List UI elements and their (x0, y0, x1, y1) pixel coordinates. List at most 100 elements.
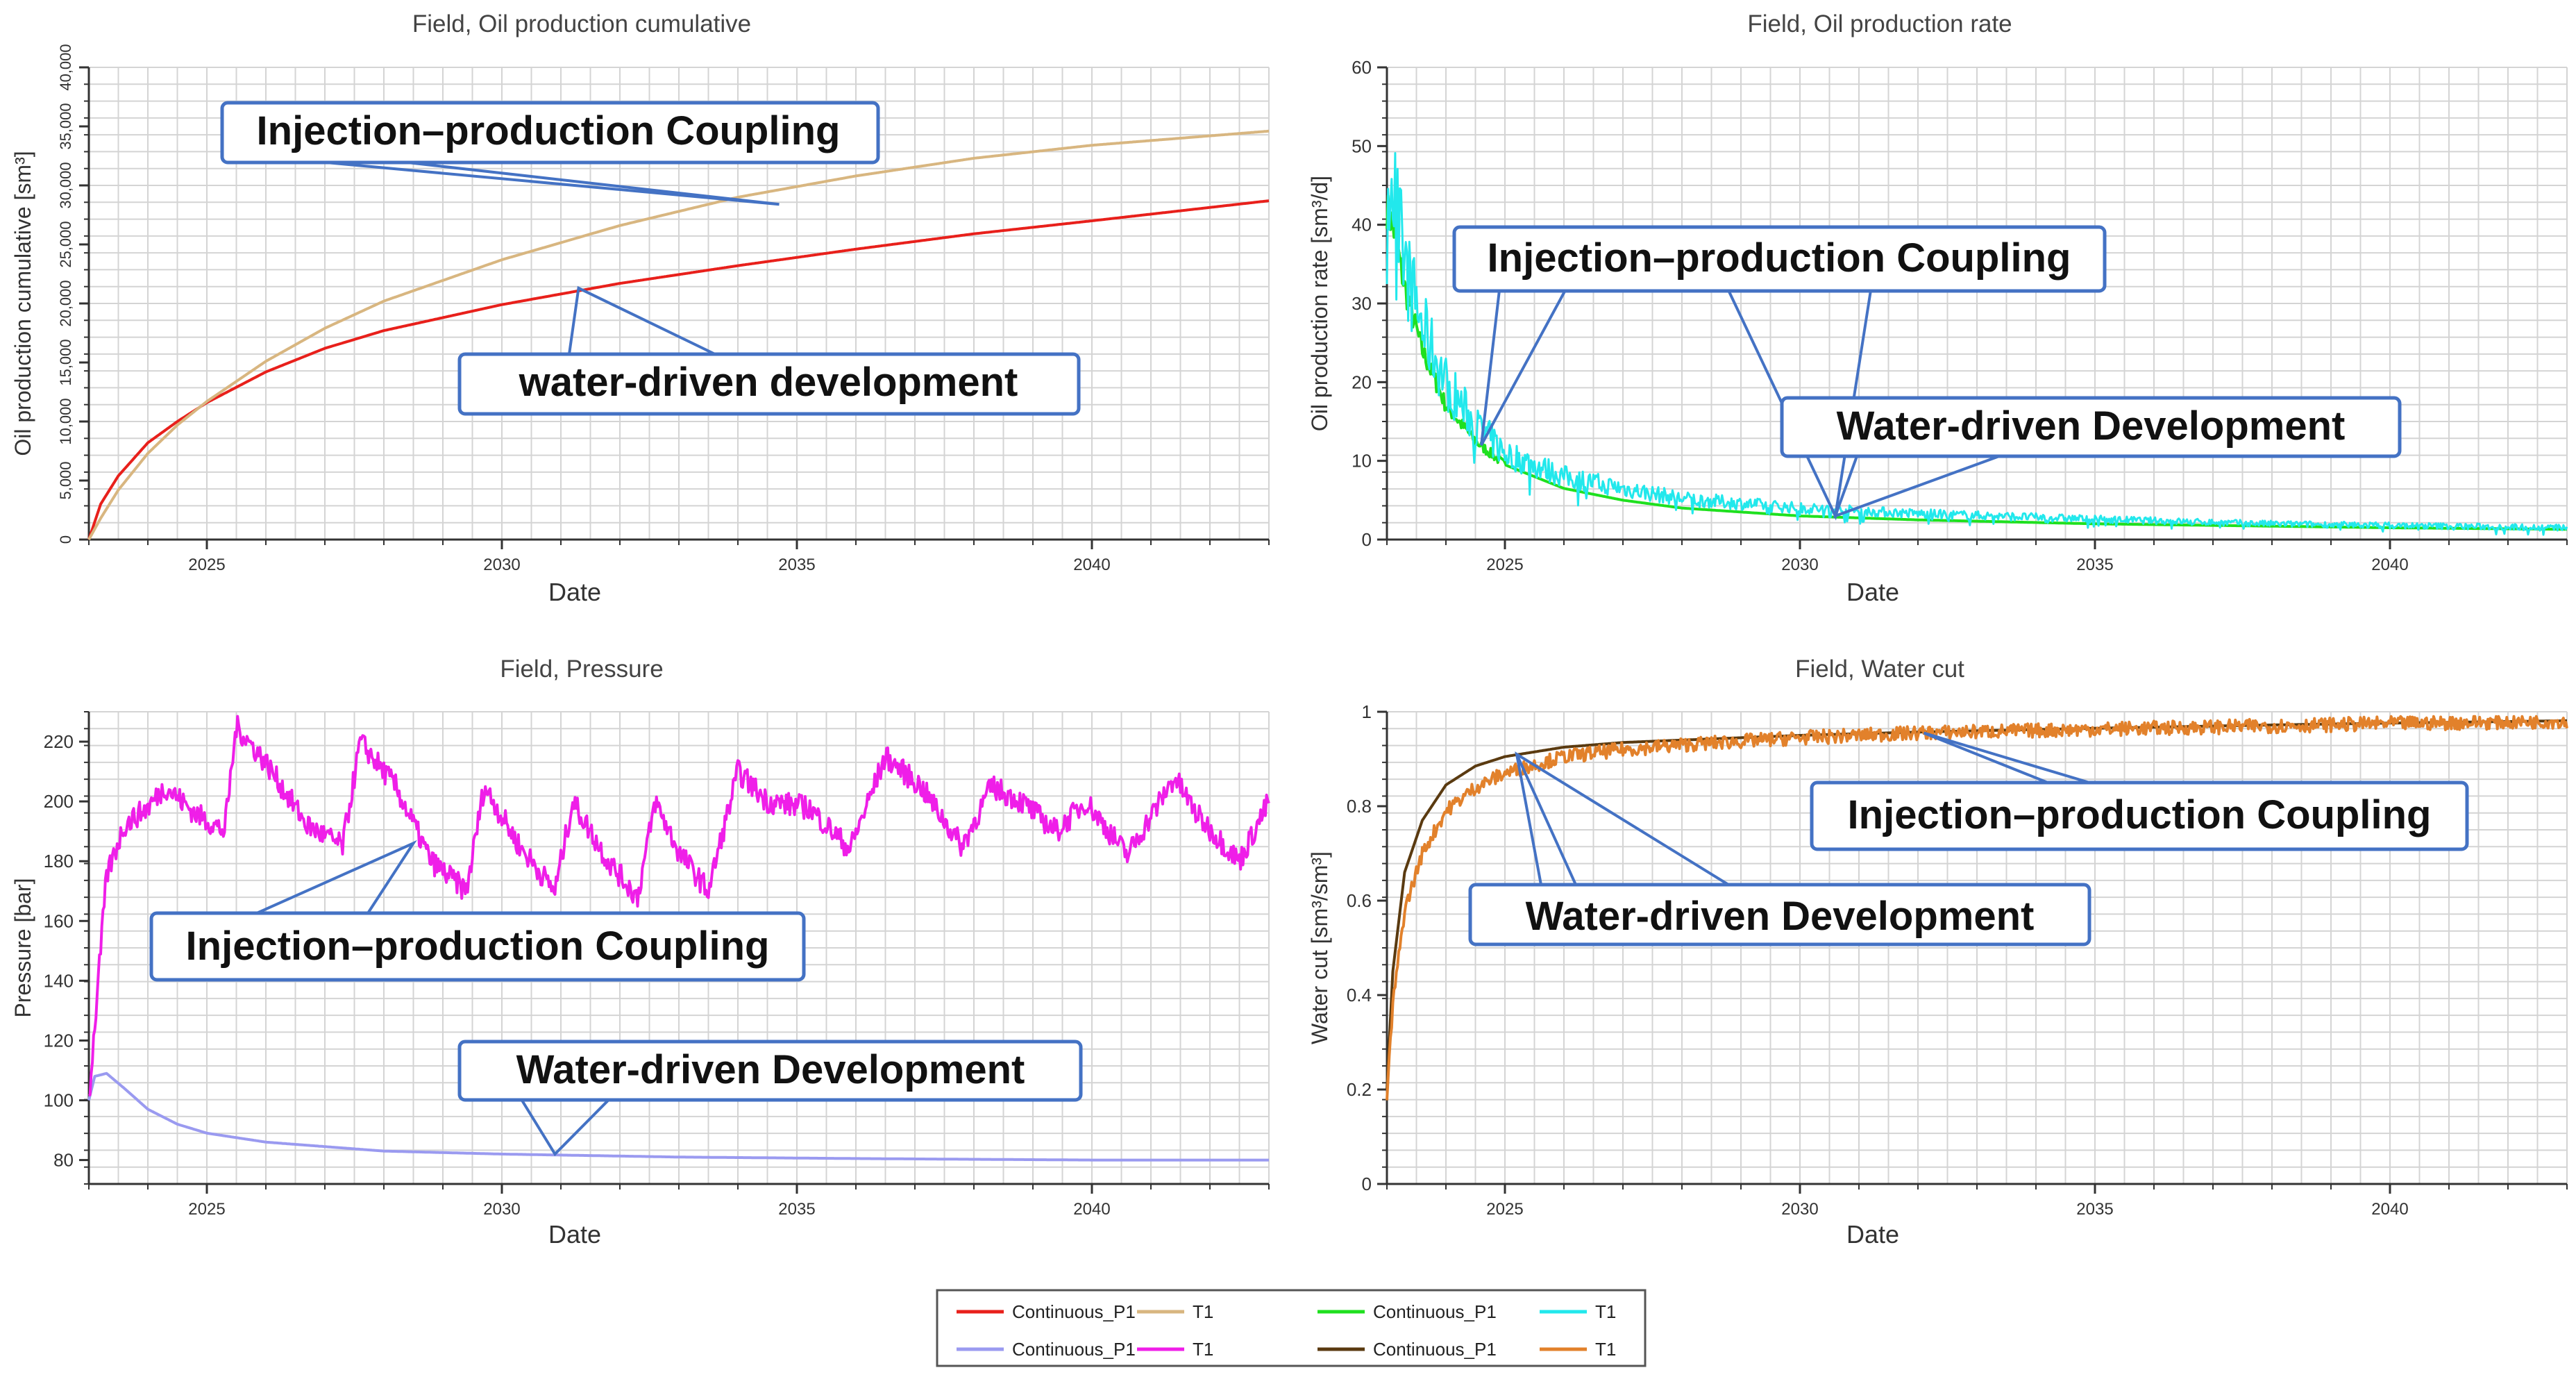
y-tick-label: 80 (53, 1150, 74, 1171)
x-tick-label: 2030 (483, 1200, 520, 1219)
x-tick-label: 2035 (2076, 1200, 2113, 1219)
callout-box (457, 352, 1081, 416)
y-tick-label: 25,000 (57, 221, 74, 267)
y-tick-label: 0 (1362, 529, 1372, 550)
y-tick-label: 180 (44, 851, 74, 871)
x-tick-label: 2025 (1486, 556, 1523, 574)
callout-text: Injection–production Coupling (1488, 235, 2071, 281)
chart-panel-1: 2025 2030 2035 2040 0 5,000 10,000 15,000 20,000… (10, 10, 1270, 606)
x-axis-label: Date (548, 578, 601, 606)
legend-label: T1 (1193, 1339, 1213, 1360)
callout-box (1810, 781, 2469, 851)
y-tick-label: 20 (1352, 372, 1372, 392)
x-axis-label: Date (548, 1220, 601, 1249)
callout-text: Water-driven Development (1526, 894, 2035, 939)
x-tick-label: 2040 (2371, 1200, 2408, 1219)
legend-label: T1 (1595, 1339, 1616, 1360)
x-tick-label: 2035 (2076, 556, 2113, 574)
callout-text: Injection–production Coupling (186, 924, 770, 969)
y-tick-label: 15,000 (57, 339, 74, 385)
x-tick-label: 2030 (1781, 1200, 1818, 1219)
callout-leader (568, 285, 716, 356)
callout-text: water-driven development (519, 360, 1018, 405)
legend-label: Continuous_P1 (1012, 1339, 1136, 1360)
chart-panel-3: 2025 2030 2035 2040 80 100 120 140 160 180 200 220 F… (10, 656, 1270, 1249)
x-tick-label: 2025 (1486, 1200, 1523, 1219)
y-axis-label: Oil production cumulative [sm³] (10, 151, 35, 456)
callout-box (1780, 396, 2402, 458)
y-tick-label: 160 (44, 910, 74, 931)
chart-title: Field, Pressure (500, 656, 663, 683)
callout-box (457, 1040, 1083, 1102)
callout-text: Injection–production Coupling (257, 108, 841, 153)
x-tick-label: 2035 (778, 1200, 815, 1219)
y-tick-label: 0 (57, 535, 74, 544)
series-line-continuous-p1 (87, 199, 1270, 540)
y-tick-label: 10,000 (57, 398, 74, 444)
legend-box (936, 1289, 1647, 1367)
x-tick-label: 2040 (1073, 556, 1110, 574)
series-line-continuous-p1 (87, 1071, 1270, 1162)
y-tick-label: 60 (1352, 57, 1372, 78)
legend-label: T1 (1193, 1301, 1213, 1322)
y-tick-label: 140 (44, 970, 74, 991)
series-line-t1 (87, 129, 1270, 540)
callout-text: Water-driven Development (1837, 403, 2346, 449)
callout-leader (1515, 753, 1577, 885)
callout-leader (326, 159, 780, 206)
y-tick-label: 20,000 (57, 280, 74, 326)
callout-text: Water-driven Development (516, 1047, 1025, 1092)
callout-box (220, 101, 880, 165)
x-tick-label: 2025 (188, 556, 225, 574)
series-line-t1 (1386, 715, 2568, 1101)
y-tick-label: 1 (1362, 701, 1372, 722)
y-tick-label: 10 (1352, 451, 1372, 471)
series-line-t1 (1386, 152, 2568, 536)
y-tick-label: 0.6 (1347, 890, 1372, 911)
chart-title: Field, Oil production cumulative (412, 10, 751, 37)
callout-box (1452, 225, 2107, 293)
callout-text: Injection–production Coupling (1848, 792, 2432, 837)
y-axis-label: Pressure [bar] (10, 878, 35, 1018)
chart-title: Field, Oil production rate (1747, 10, 2012, 37)
y-axis-label: Oil production rate [sm³/d] (1307, 176, 1332, 431)
legend-label: Continuous_P1 (1373, 1339, 1497, 1360)
y-axis-label: Water cut [sm³/sm³] (1307, 851, 1332, 1044)
y-tick-label: 0 (1362, 1174, 1372, 1194)
x-tick-label: 2030 (1781, 556, 1818, 574)
legend-label: Continuous_P1 (1012, 1301, 1136, 1322)
legend-label: T1 (1595, 1301, 1616, 1322)
callout-box (1468, 883, 2091, 946)
y-tick-label: 30 (1352, 293, 1372, 314)
x-axis-label: Date (1846, 578, 1899, 606)
series-line-continuous-p1 (1386, 194, 2568, 531)
y-tick-label: 120 (44, 1030, 74, 1051)
x-tick-label: 2040 (1073, 1200, 1110, 1219)
y-tick-label: 30,000 (57, 162, 74, 208)
chart-panel-4: 2025 2030 2035 2040 0 0.2 0.4 0.6 0.8 1 Field, Wat… (1307, 656, 2568, 1249)
y-tick-label: 50 (1352, 135, 1372, 156)
y-tick-label: 5,000 (57, 461, 74, 499)
y-tick-label: 200 (44, 791, 74, 812)
callout-leader (256, 840, 417, 915)
x-tick-label: 2040 (2371, 556, 2408, 574)
y-tick-label: 40,000 (57, 44, 74, 90)
callout-leader (1480, 290, 1567, 446)
x-tick-label: 2035 (778, 556, 815, 574)
y-tick-label: 40 (1352, 215, 1372, 235)
y-tick-label: 35,000 (57, 103, 74, 149)
callout-leader (1923, 731, 2090, 784)
series-line-t1 (87, 715, 1270, 1097)
x-axis-label: Date (1846, 1220, 1899, 1249)
x-tick-label: 2030 (483, 556, 520, 574)
legend-label: Continuous_P1 (1373, 1301, 1497, 1322)
y-tick-label: 100 (44, 1090, 74, 1110)
chart-title: Field, Water cut (1795, 656, 1964, 683)
y-tick-label: 0.4 (1347, 985, 1372, 1005)
y-tick-label: 220 (44, 731, 74, 752)
callout-leader (1833, 455, 2000, 519)
y-tick-label: 0.8 (1347, 796, 1372, 817)
callout-box (149, 911, 806, 982)
